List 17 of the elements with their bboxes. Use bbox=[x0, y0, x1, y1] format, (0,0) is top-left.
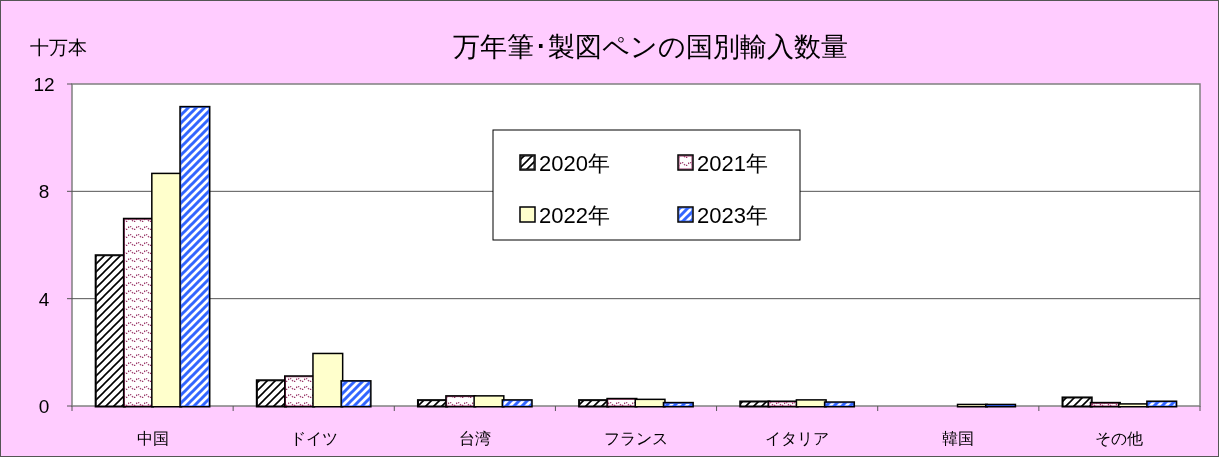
chart-title: 万年筆･製図ペンの国別輸入数量 bbox=[452, 32, 848, 62]
legend-label: 2023年 bbox=[697, 203, 768, 228]
legend-label: 2021年 bbox=[697, 151, 768, 176]
x-tick-label: 中国 bbox=[136, 430, 169, 447]
y-tick-label: 12 bbox=[33, 74, 55, 95]
x-tick-label: その他 bbox=[1095, 430, 1144, 447]
x-tick-label: ドイツ bbox=[289, 430, 338, 447]
legend-label: 2022年 bbox=[539, 203, 610, 228]
x-tick-label: イタリア bbox=[765, 430, 830, 447]
legend-label: 2020年 bbox=[539, 151, 610, 176]
x-tick-label: 台湾 bbox=[458, 430, 491, 447]
x-tick-label: フランス bbox=[604, 430, 668, 447]
y-axis-title: 十万本 bbox=[29, 37, 87, 58]
y-tick-label: 8 bbox=[38, 181, 50, 203]
x-tick-label: 韓国 bbox=[942, 430, 975, 447]
y-tick-label: 4 bbox=[38, 288, 50, 310]
y-tick-label: 0 bbox=[38, 396, 50, 417]
